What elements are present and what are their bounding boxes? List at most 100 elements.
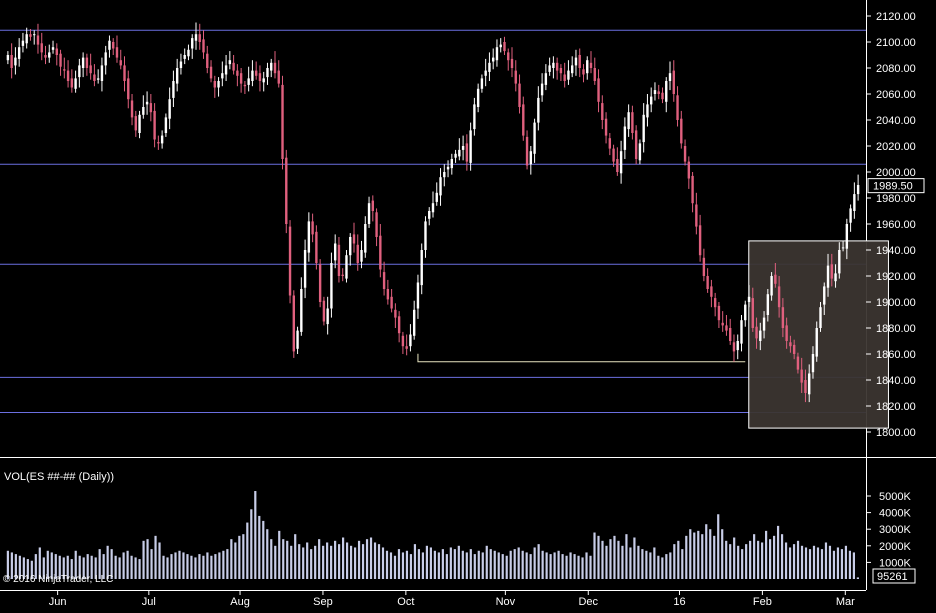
volume-bar <box>733 537 736 579</box>
x-axis: Jun Jul Aug Sep Oct Nov Dec 16 Feb Mar <box>0 590 866 608</box>
candle-body <box>6 55 10 61</box>
candle-198 <box>751 287 754 332</box>
volume-bar <box>78 555 81 579</box>
candle-175 <box>665 77 668 113</box>
candle-188 <box>713 292 717 317</box>
candle-78 <box>300 277 303 336</box>
candle-body <box>254 70 258 76</box>
candle-body <box>721 322 724 326</box>
candle-body <box>518 83 521 107</box>
candle-184 <box>698 214 702 262</box>
candle-110 <box>420 243 423 295</box>
volume-bar <box>361 544 365 579</box>
candle-body <box>341 274 344 276</box>
volume-bar <box>629 547 632 579</box>
candle-body <box>717 305 721 321</box>
candle-body <box>533 122 536 154</box>
volume-bar <box>250 509 253 579</box>
volume-bar <box>270 539 273 579</box>
candle-body <box>777 286 781 308</box>
volume-bar <box>425 545 428 579</box>
candle-149 <box>567 60 570 85</box>
y-tick-label: 2120.00 <box>876 11 916 23</box>
volume-bar <box>768 539 772 579</box>
candle-55 <box>213 75 216 98</box>
y-tick-label: 1820.00 <box>876 401 916 413</box>
candle-147 <box>559 64 563 81</box>
volume-bar <box>709 529 712 579</box>
candle-body <box>589 62 593 68</box>
candle-body <box>93 74 96 81</box>
volume-bar <box>729 544 732 579</box>
candle-128 <box>488 52 491 81</box>
candle-15 <box>63 57 66 79</box>
candle-body <box>221 73 224 79</box>
candle-body <box>379 235 382 270</box>
volume-bar <box>326 542 329 579</box>
volume-bar <box>565 555 568 579</box>
volume-bar <box>18 555 21 579</box>
volume-bar <box>318 539 321 579</box>
candle-body <box>582 69 585 75</box>
volume-bar <box>697 530 700 579</box>
candle-body <box>747 296 751 302</box>
volume-bar <box>150 549 153 579</box>
candle-6 <box>29 29 32 41</box>
candle-192 <box>729 318 732 345</box>
volume-bar <box>246 522 249 579</box>
candle-58 <box>224 55 228 81</box>
x-tick-label: Dec <box>578 596 598 608</box>
candle-body <box>608 138 612 149</box>
candle-50 <box>194 22 198 50</box>
candle-20 <box>81 52 85 78</box>
volume-bar <box>561 554 564 579</box>
candle-body <box>59 53 62 67</box>
candle-39 <box>153 103 156 148</box>
candle-body <box>826 265 830 288</box>
candle-0 <box>6 51 10 65</box>
candle-220 <box>834 264 837 288</box>
volume-bar <box>665 554 668 579</box>
candle-44 <box>172 70 175 107</box>
candle-120 <box>458 138 461 161</box>
candle-body <box>130 100 134 118</box>
candle-141 <box>537 86 540 131</box>
candle-92 <box>352 222 356 253</box>
candle-body <box>631 112 634 133</box>
volume-bar <box>633 537 636 579</box>
x-tick-label: Jun <box>49 596 67 608</box>
volume-bar <box>114 555 117 579</box>
candle-body <box>401 335 405 347</box>
volume-bar <box>649 552 652 579</box>
candle-body <box>642 114 645 143</box>
y-tick-label: 2100.00 <box>876 37 916 49</box>
candle-107 <box>409 324 412 352</box>
candle-54 <box>209 60 213 83</box>
candle-body <box>160 135 164 144</box>
candle-body <box>732 342 736 352</box>
candle-body <box>619 151 623 174</box>
volume-bar <box>365 539 369 579</box>
candle-body <box>367 203 371 224</box>
y-tick-label: 2040.00 <box>876 115 916 127</box>
candle-body <box>183 55 186 59</box>
candle-body <box>74 78 77 89</box>
volume-bar <box>804 547 808 579</box>
candle-body <box>281 84 284 159</box>
candle-97 <box>371 195 375 222</box>
candle-body <box>412 309 416 336</box>
vol-tick-label: 5000K <box>879 491 911 503</box>
candle-body <box>315 231 318 263</box>
candle-132 <box>503 36 506 55</box>
candle-body <box>424 221 427 250</box>
candle-body <box>119 60 122 66</box>
candle-157 <box>597 69 600 113</box>
candle-191 <box>725 315 728 336</box>
y-tick-label: 1980.00 <box>876 193 916 205</box>
volume-bar <box>122 552 125 579</box>
candle-8 <box>36 23 40 54</box>
y-tick-label: 1900.00 <box>876 297 916 309</box>
volume-bar <box>206 552 209 579</box>
volume-bar <box>681 549 684 579</box>
volume-bar <box>437 552 440 579</box>
